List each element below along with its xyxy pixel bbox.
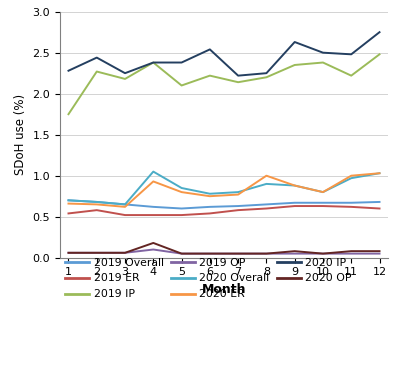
X-axis label: Month: Month [202,283,246,296]
Legend: 2019 Overall, 2019 ER, 2019 IP, 2019 OP, 2020 Overall, 2020 ER, 2020 IP, 2020 OP: 2019 Overall, 2019 ER, 2019 IP, 2019 OP,… [66,258,352,300]
Y-axis label: SDoH use (%): SDoH use (%) [14,94,27,175]
